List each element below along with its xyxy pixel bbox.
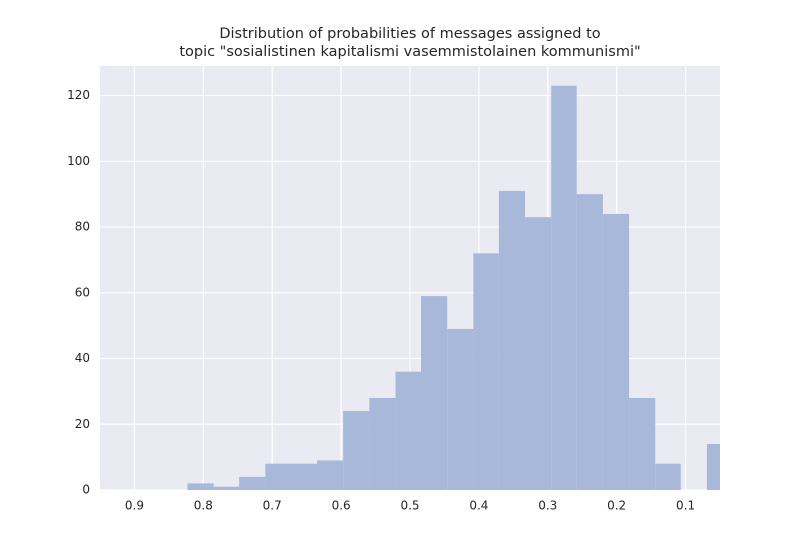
bar — [265, 463, 292, 490]
bar — [213, 486, 240, 490]
bar — [706, 443, 720, 490]
bar — [576, 194, 603, 490]
bar — [343, 411, 370, 490]
y-tick-label: 0 — [82, 483, 90, 497]
x-tick-label: 0.6 — [332, 499, 351, 513]
bar — [551, 85, 577, 490]
y-tick-label: 80 — [75, 220, 90, 234]
bar — [498, 190, 526, 490]
x-tick-label: 0.2 — [607, 499, 626, 513]
bar — [291, 463, 317, 490]
bar — [629, 397, 656, 490]
bar — [239, 476, 266, 490]
bar — [602, 213, 630, 490]
x-tick-label: 0.8 — [194, 499, 213, 513]
bar — [187, 483, 214, 490]
bar — [655, 463, 681, 490]
bars — [187, 85, 720, 490]
bar — [369, 397, 396, 490]
y-tick-label: 20 — [75, 417, 90, 431]
chart-title: topic "sosialistinen kapitalismi vasemmi… — [179, 44, 640, 60]
y-tick-label: 60 — [75, 285, 90, 299]
bar — [421, 296, 448, 490]
x-tick-label: 0.7 — [263, 499, 282, 513]
x-tick-label: 0.5 — [400, 499, 419, 513]
x-tick-label: 0.3 — [538, 499, 557, 513]
bar — [317, 460, 344, 490]
chart-title: Distribution of probabilities of message… — [219, 26, 600, 42]
y-tick-label: 120 — [67, 88, 90, 102]
x-tick-label: 0.4 — [469, 499, 488, 513]
bar — [395, 371, 422, 490]
x-tick-label: 0.9 — [125, 499, 144, 513]
bar — [447, 328, 474, 490]
y-tick-label: 100 — [67, 154, 90, 168]
x-tick-label: 0.1 — [676, 499, 695, 513]
y-tick-label: 40 — [75, 351, 90, 365]
bar — [473, 253, 499, 490]
bar — [525, 217, 552, 490]
